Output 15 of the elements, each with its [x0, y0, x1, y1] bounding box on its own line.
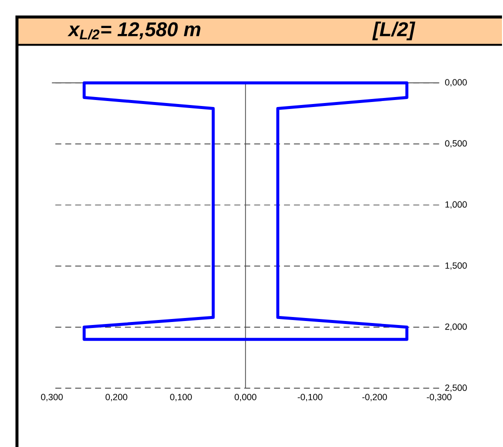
x-tick-label: 0,200: [106, 394, 128, 402]
x-tick-label: -0,200: [362, 394, 387, 402]
x-tick-label: 0,100: [170, 394, 192, 402]
text: [L/2]: [372, 22, 416, 40]
x-tick-label: 0,300: [41, 394, 63, 402]
y-tick-label: 1,000: [445, 201, 467, 209]
chart-title: x$_{L/2}$= 12,580 m: [68, 22, 200, 40]
x-tick-label: 0,000: [234, 394, 256, 402]
x-tick-label: -0,100: [298, 394, 322, 402]
y-tick-label: 0,000: [445, 79, 467, 86]
y-tick-label: 0,500: [445, 140, 467, 148]
x-tick-label: -0,300: [426, 394, 452, 402]
y-tick-label: 1,500: [445, 262, 467, 270]
y-tick-label: 2,500: [445, 384, 467, 392]
y-tick-label: 2,000: [445, 323, 467, 331]
